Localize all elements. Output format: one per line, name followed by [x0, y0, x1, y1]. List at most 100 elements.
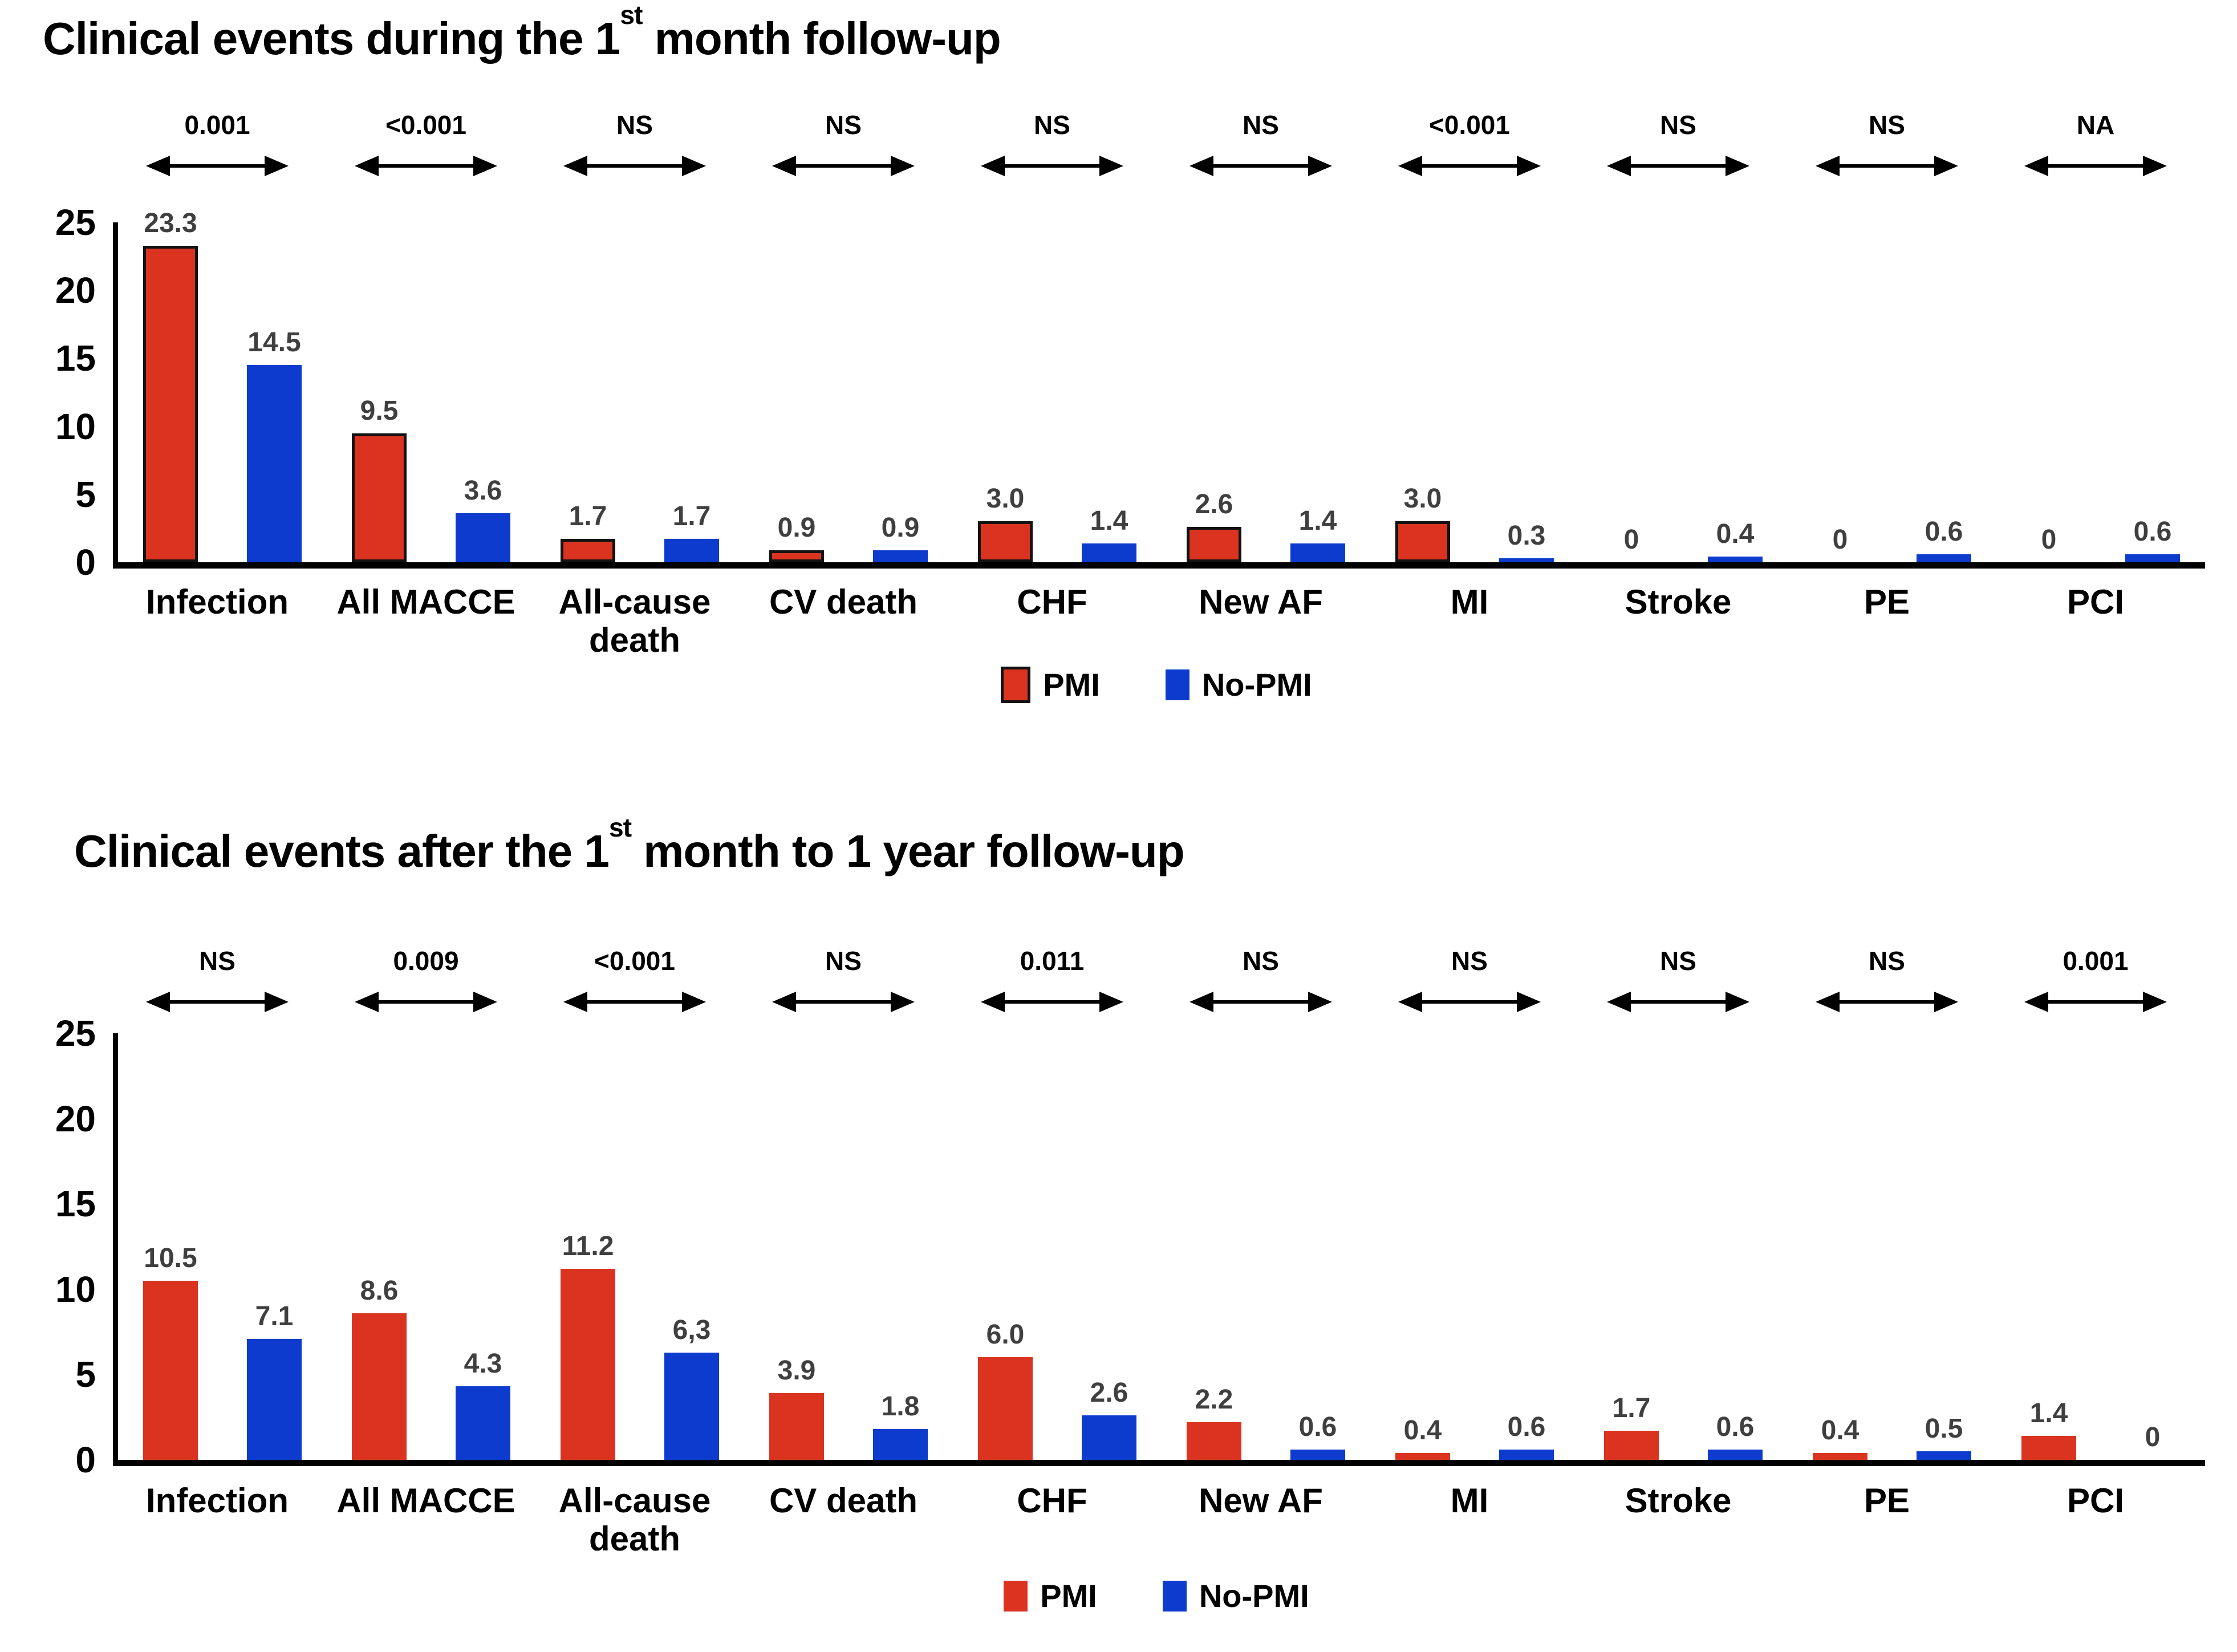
bar-group: 23.3 14.5: [118, 208, 327, 562]
bar-value-label: 3.6: [464, 476, 502, 506]
bar-unit: 0.4: [1708, 518, 1763, 562]
p-value-cell: <0.001: [530, 945, 739, 1015]
bar-value-label: 2.2: [1195, 1385, 1233, 1415]
bar-group: 0 0.4: [1579, 518, 1788, 562]
bar-no-pmi: [664, 1352, 719, 1460]
bar-value-label: 8.6: [360, 1275, 399, 1306]
y-tick-label: 15: [55, 1183, 96, 1225]
legend-label-pmi: PMI: [1043, 667, 1100, 703]
bar-value-label: 0.6: [1716, 1412, 1755, 1443]
bar-group: 3.0 0.3: [1370, 483, 1579, 562]
bar-unit: 3.0: [1395, 483, 1450, 562]
y-tick-label: 15: [55, 338, 96, 379]
bar-unit: 9.5: [352, 395, 407, 562]
category-label: MI: [1450, 1481, 1489, 1520]
y-tick-label: 20: [55, 270, 96, 311]
bar-value-label: 0.5: [1925, 1414, 1963, 1444]
bar-unit: 2.6: [1082, 1377, 1136, 1460]
y-tick-label: 0: [75, 542, 96, 583]
p-value-label: 0.009: [393, 946, 459, 976]
bar-value-label: 2.6: [1195, 489, 1233, 520]
p-value-label: 0.001: [2063, 946, 2129, 976]
legend-swatch-no-pmi: [1165, 669, 1189, 700]
bar-value-label: 0.6: [1925, 516, 1963, 547]
bar-value-label: 3.0: [1403, 484, 1442, 514]
p-value-label: NS: [1869, 946, 1905, 976]
chart-title-text: month follow-up: [642, 13, 1001, 64]
double-arrow-icon: [1816, 156, 1958, 176]
bar-pmi: [1187, 1422, 1241, 1460]
y-tick-label: 25: [55, 202, 96, 243]
bar-unit: 1.8: [873, 1391, 928, 1460]
bar-no-pmi: [1290, 1450, 1345, 1460]
double-arrow-icon: [563, 992, 706, 1012]
bar-value-label: 4.3: [464, 1349, 502, 1379]
bar-value-label: 0.4: [1821, 1415, 1860, 1446]
category-label: MI: [1450, 583, 1489, 621]
bar-value-label: 1.4: [1090, 505, 1128, 536]
legend: PMI No-PMI: [113, 666, 2200, 703]
bar-no-pmi: [1082, 1415, 1136, 1460]
bar-unit: 6,3: [664, 1314, 719, 1460]
legend-item-no-pmi: No-PMI: [1165, 666, 1312, 703]
double-arrow-icon: [1607, 156, 1749, 176]
bar-unit: 3.6: [456, 475, 510, 562]
p-value-cell: NS: [1156, 945, 1365, 1015]
bar-value-label: 6,3: [672, 1314, 711, 1345]
p-value-cell: NS: [1783, 945, 1991, 1015]
bar-no-pmi: [247, 1338, 302, 1460]
bar-unit: 11.2: [561, 1231, 615, 1460]
bar-value-label: 1.7: [569, 501, 607, 532]
bar-unit: 0.4: [1813, 1415, 1867, 1460]
bar-value-label: 11.2: [562, 1231, 614, 1261]
bar-value-label: 3.9: [777, 1355, 816, 1386]
bar-pmi: [978, 521, 1033, 562]
category-label: All-cause death: [558, 1481, 711, 1558]
bar-unit: 1.4: [1082, 505, 1136, 562]
category-label: PCI: [2067, 583, 2125, 621]
bar-pmi: [1187, 527, 1241, 562]
p-value-label: NS: [1243, 110, 1279, 140]
double-arrow-icon: [981, 156, 1123, 176]
p-value-label: NS: [1660, 110, 1696, 140]
double-arrow-icon: [1607, 992, 1749, 1012]
bar-value-label: 0.9: [777, 512, 816, 543]
bar-unit: 1.4: [1290, 505, 1345, 562]
legend-label-pmi: PMI: [1040, 1578, 1097, 1614]
chart-title-superscript: st: [608, 812, 632, 842]
bar-pmi: [352, 433, 407, 562]
category-label: Stroke: [1625, 1481, 1732, 1520]
bar-unit: 0.3: [1499, 520, 1554, 562]
p-value-label: NA: [2076, 110, 2115, 140]
bar-unit: 10.5: [143, 1243, 198, 1460]
bar-unit: 1.4: [2021, 1398, 2076, 1460]
p-value-label: 0.001: [184, 110, 250, 140]
bar-unit: 0.6: [1290, 1411, 1345, 1460]
bar-value-label: 1.7: [672, 501, 711, 532]
bar-unit: 3.0: [978, 483, 1033, 562]
bar-value-label: 0.6: [1507, 1412, 1546, 1443]
bar-no-pmi: [1917, 1451, 1971, 1460]
bar-group: 0 0.6: [1788, 516, 1996, 562]
p-value-cell: NS: [1574, 945, 1783, 1015]
p-value-label: NS: [1869, 110, 1905, 140]
bar-value-label: 23.3: [144, 208, 197, 238]
bars-area: 23.3 14.5 9.5 3.6 1.7 1.7 0.9 0.9 3.0 1.4 2.6 1.4 3.…: [118, 208, 2205, 562]
bar-no-pmi: [1499, 558, 1554, 562]
bar-unit: 0: [2125, 1422, 2180, 1460]
plot-area: 23.3 14.5 9.5 3.6 1.7 1.7 0.9 0.9 3.0 1.4 2.6 1.4 3.…: [113, 208, 2205, 569]
bar-group: 1.7 0.6: [1579, 1393, 1788, 1460]
bar-unit: 0.5: [1917, 1413, 1971, 1460]
bar-pmi: [769, 1393, 824, 1460]
category-label: New AF: [1199, 583, 1323, 621]
bar-unit: 0.9: [769, 512, 824, 562]
p-value-label: NS: [616, 110, 653, 140]
bar-unit: 0: [1813, 524, 1867, 562]
p-value-cell: NS: [530, 109, 739, 179]
double-arrow-icon: [1398, 992, 1541, 1012]
double-arrow-icon: [772, 156, 915, 176]
bar-unit: 8.6: [352, 1275, 407, 1460]
category-label: CHF: [1017, 1481, 1087, 1520]
bar-value-label: 0: [1832, 525, 1848, 555]
